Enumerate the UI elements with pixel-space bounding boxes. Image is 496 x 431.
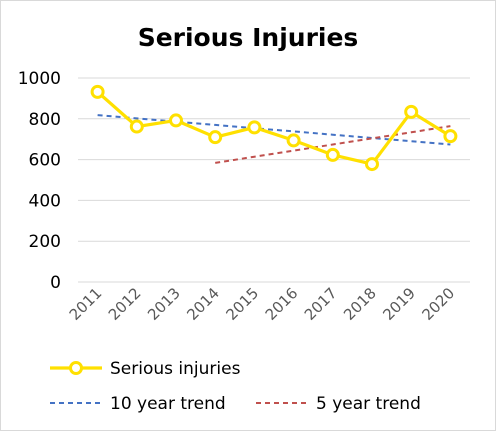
x-tick-label: 2020 xyxy=(418,284,458,324)
y-tick-label: 600 xyxy=(29,151,61,171)
x-tick-label: 2014 xyxy=(183,284,223,324)
series-line-0 xyxy=(96,90,452,166)
x-tick-label: 2018 xyxy=(340,284,380,324)
chart-title: Serious Injuries xyxy=(138,23,359,52)
data-point xyxy=(169,113,183,128)
y-tick-label: 1000 xyxy=(18,69,61,89)
x-tick-label: 2016 xyxy=(262,284,302,324)
legend-marker xyxy=(69,361,83,375)
y-tick-label: 400 xyxy=(29,191,61,211)
x-tick-label: 2015 xyxy=(222,284,262,324)
y-axis-ticks: 0 200 400 600 800 1000 xyxy=(18,69,61,293)
legend-label: 10 year trend xyxy=(110,394,226,414)
x-axis-ticks: 2011 2012 2013 2014 2015 2016 2017 2018 2019 2020 xyxy=(66,284,459,324)
data-point xyxy=(208,130,223,145)
series-lines xyxy=(90,84,458,172)
data-point xyxy=(286,133,301,148)
legend-label: 5 year trend xyxy=(316,394,421,414)
legend-label: Serious injuries xyxy=(110,359,241,379)
x-tick-label: 2019 xyxy=(379,284,419,324)
x-tick-label: 2011 xyxy=(66,284,106,324)
y-tick-label: 800 xyxy=(29,110,61,130)
series-line-2 xyxy=(215,125,451,164)
data-point xyxy=(325,147,340,162)
data-point xyxy=(443,129,458,144)
data-point xyxy=(129,119,144,134)
data-point xyxy=(247,120,262,135)
y-tick-label: 200 xyxy=(29,232,61,252)
y-tick-label: 0 xyxy=(50,273,61,293)
x-tick-label: 2012 xyxy=(105,284,145,324)
data-point xyxy=(404,104,419,119)
legend: Serious injuries 10 year trend 5 year tren… xyxy=(50,359,421,414)
data-point xyxy=(90,84,105,99)
x-tick-label: 2017 xyxy=(301,284,341,324)
data-point xyxy=(365,157,379,172)
x-tick-label: 2013 xyxy=(144,284,184,324)
